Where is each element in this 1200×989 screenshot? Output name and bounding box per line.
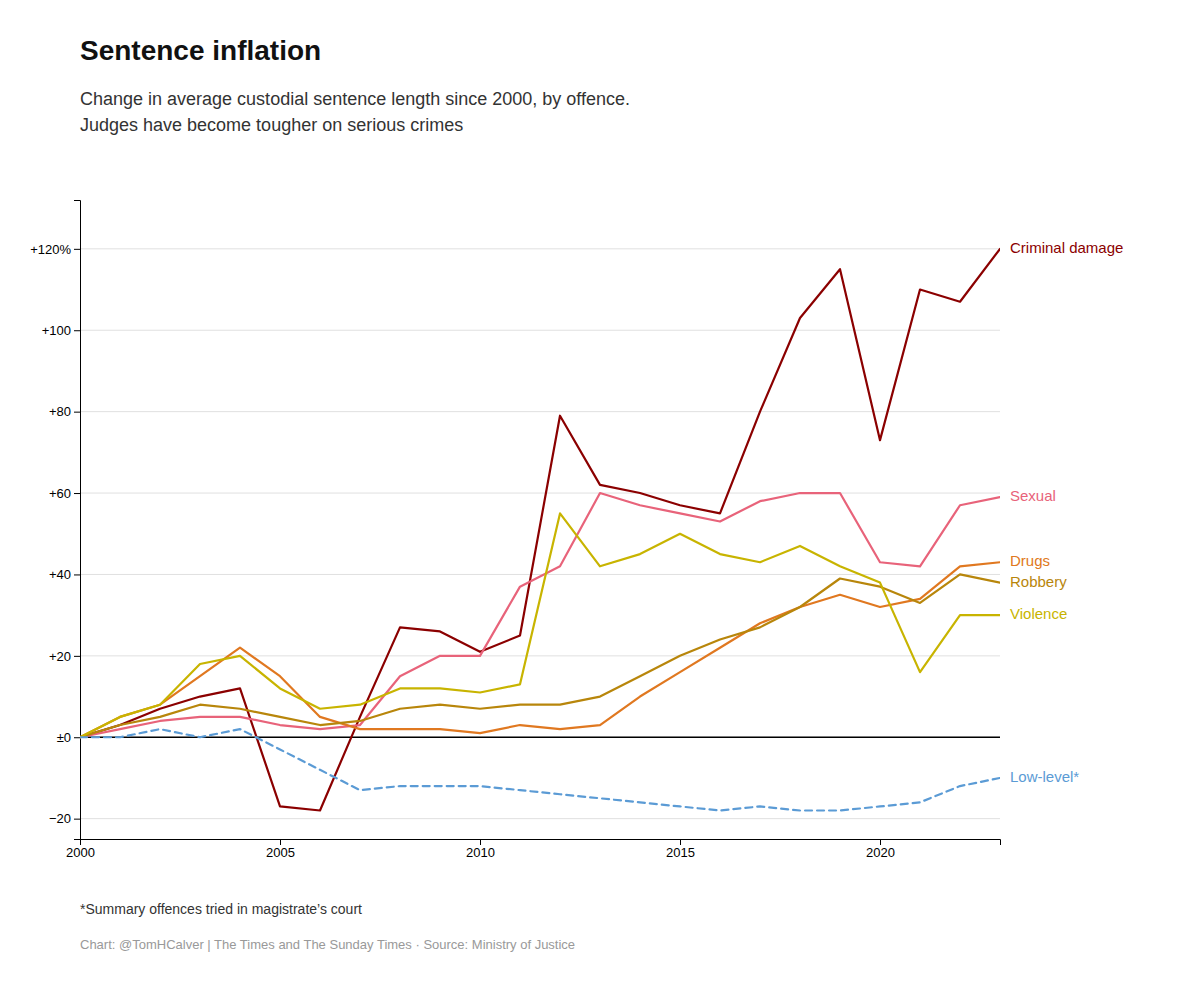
plot: −20±0+20+40+60+80+100+120%20002005201020… xyxy=(30,201,1123,861)
x-tick-mark xyxy=(280,839,281,845)
source: Chart: @TomHCalver | The Times and The S… xyxy=(80,937,575,952)
y-tick: −20 xyxy=(49,811,80,826)
footnote: *Summary offences tried in magistrate’s … xyxy=(80,901,362,917)
series-line xyxy=(80,729,1000,810)
series-line xyxy=(80,249,1000,811)
y-tick-mark xyxy=(74,330,80,331)
y-tick-label: +100 xyxy=(42,323,71,338)
y-tick-label: ±0 xyxy=(57,730,71,745)
grid-line xyxy=(80,655,1000,656)
x-tick: 2015 xyxy=(666,839,695,860)
y-tick-label: +120% xyxy=(30,242,71,257)
y-tick-mark xyxy=(74,574,80,575)
x-axis-line xyxy=(81,840,1001,846)
series-label: Sexual xyxy=(1010,487,1056,504)
series-label: Drugs xyxy=(1010,552,1050,569)
x-tick: 2000 xyxy=(66,839,95,860)
x-tick-label: 2005 xyxy=(266,845,295,860)
y-tick-mark xyxy=(74,656,80,657)
y-tick-mark xyxy=(74,493,80,494)
chart: Sentence inflation Change in average cust… xyxy=(0,0,1200,989)
series-line xyxy=(80,562,1000,737)
grid-line xyxy=(80,248,1000,249)
y-tick: +60 xyxy=(49,486,80,501)
x-axis: 2000 2005 2010 2015 2020 xyxy=(66,839,1000,860)
x-tick-mark xyxy=(680,839,681,845)
zero-line xyxy=(80,736,1000,738)
x-tick-label: 2010 xyxy=(466,845,495,860)
grid-line xyxy=(80,411,1000,412)
series-label: Violence xyxy=(1010,605,1067,622)
x-tick-mark xyxy=(480,839,481,845)
x-tick: 2020 xyxy=(866,839,895,860)
series-line xyxy=(80,513,1000,737)
x-tick-label: 2015 xyxy=(666,845,695,860)
title: Sentence inflation xyxy=(80,35,321,66)
grid-line xyxy=(80,330,1000,331)
y-tick-label: +40 xyxy=(49,567,71,582)
series-label: Criminal damage xyxy=(1010,239,1123,256)
grid-line xyxy=(80,493,1000,494)
y-tick-label: +80 xyxy=(49,404,71,419)
y-axis: −20 ±0 +20 +40 +60 +80 +100 +120% xyxy=(30,201,80,840)
y-tick-label: +60 xyxy=(49,486,71,501)
series-label: Low-level* xyxy=(1010,768,1079,785)
x-tick-label: 2020 xyxy=(866,845,895,860)
subtitle-line: Change in average custodial sentence len… xyxy=(80,89,630,109)
series-label: Robbery xyxy=(1010,573,1067,590)
grid-line xyxy=(80,818,1000,819)
y-tick: +120% xyxy=(30,242,80,257)
x-tick-label: 2000 xyxy=(66,845,95,860)
grid-line xyxy=(80,737,1000,738)
y-tick-mark xyxy=(74,819,80,820)
y-tick: +100 xyxy=(42,323,80,338)
series-line xyxy=(80,493,1000,737)
y-tick-mark xyxy=(74,412,80,413)
y-tick: +40 xyxy=(49,567,80,582)
x-tick: 2010 xyxy=(466,839,495,860)
y-tick: +80 xyxy=(49,404,80,419)
y-tick-mark xyxy=(74,249,80,250)
subtitle: Change in average custodial sentence len… xyxy=(80,89,630,135)
y-axis-line xyxy=(74,201,81,840)
x-tick-mark xyxy=(80,839,81,845)
y-tick: ±0 xyxy=(57,730,80,745)
y-tick-mark xyxy=(74,737,80,738)
lines xyxy=(80,249,1000,811)
subtitle-line: Judges have become tougher on serious cr… xyxy=(80,115,463,135)
y-tick-label: +20 xyxy=(49,649,71,664)
grid xyxy=(80,249,1000,819)
y-tick: +20 xyxy=(49,649,80,664)
series-labels: Criminal damage Sexual Drugs Robbery Violenc… xyxy=(1010,239,1123,785)
x-tick: 2005 xyxy=(266,839,295,860)
y-tick-label: −20 xyxy=(49,811,71,826)
x-tick-mark xyxy=(880,839,881,845)
